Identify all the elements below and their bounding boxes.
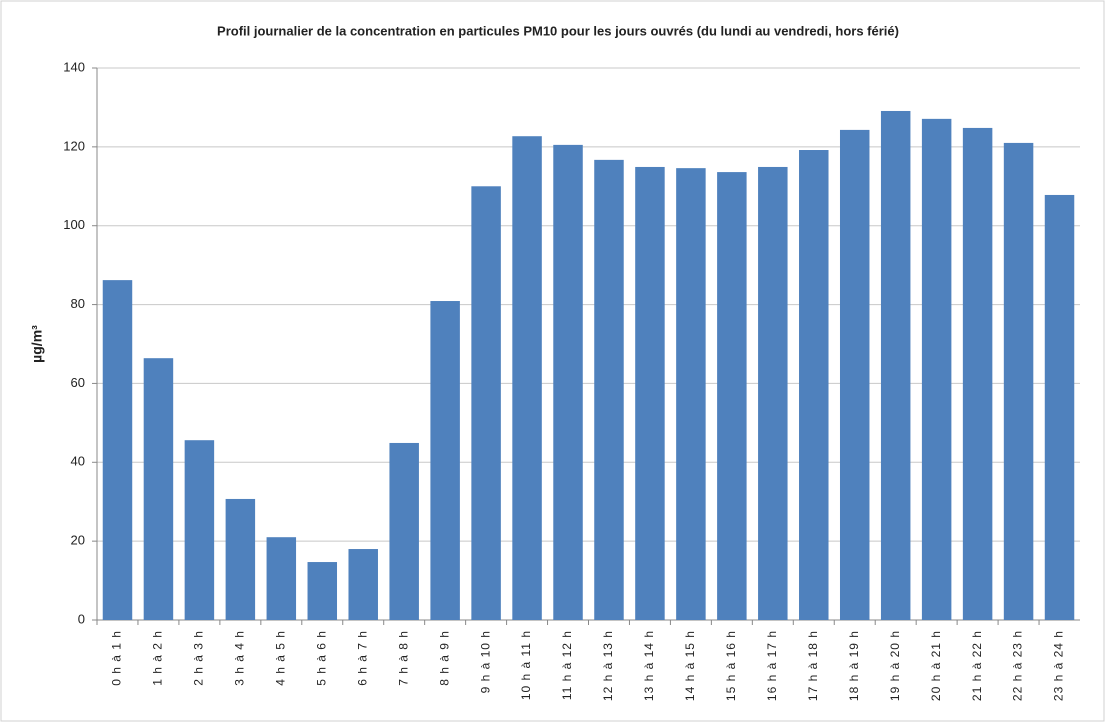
bar [266,537,297,620]
x-tick-label: 16 h à 17 h [765,630,779,701]
x-tick-label: 0 h à 1 h [110,630,124,686]
bar [225,498,256,620]
x-tick-label: 18 h à 19 h [847,630,861,701]
bar [676,168,706,621]
x-tick-label: 10 h à 11 h [519,630,533,700]
x-tick-label: 6 h à 7 h [355,630,369,686]
x-tick-label: 8 h à 9 h [437,630,451,686]
x-tick-label: 23 h à 24 h [1052,630,1066,701]
x-tick-label: 1 h à 2 h [151,630,165,686]
bar [102,280,133,620]
bar [1003,142,1034,620]
y-tick-label: 0 [78,611,85,626]
bar [635,166,665,621]
bar [799,150,829,621]
y-tick-label: 20 [71,533,85,548]
bar [962,127,993,620]
y-tick-label: 60 [71,375,85,390]
x-tick-label: 17 h à 18 h [806,630,820,701]
bar [184,440,215,620]
x-tick-label: 13 h à 14 h [642,630,656,701]
x-tick-label: 7 h à 8 h [396,630,410,686]
x-tick-label: 19 h à 20 h [888,630,902,701]
bar [348,549,378,620]
bar [1044,194,1075,620]
bar [717,172,747,620]
x-tick-label: 5 h à 6 h [314,630,328,686]
x-tick-label: 2 h à 3 h [192,630,206,686]
y-tick-label: 100 [63,217,85,232]
x-tick-label: 11 h à 12 h [560,630,574,700]
bar [553,144,583,620]
x-tick-label: 20 h à 21 h [929,630,943,701]
y-tick-label: 140 [63,59,85,74]
x-tick-label: 14 h à 15 h [683,630,697,701]
bar [594,159,624,620]
x-tick-label: 4 h à 5 h [273,630,287,686]
x-tick-label: 3 h à 4 h [233,630,247,686]
x-tick-label: 12 h à 13 h [601,630,615,701]
y-axis-label: µg/m³ [29,325,45,363]
y-tick-label: 40 [71,454,85,469]
bar [839,129,870,620]
x-tick-label: 9 h à 10 h [478,630,492,693]
bar [389,442,419,620]
bar [921,118,952,620]
y-tick-label: 80 [71,296,85,311]
bar [143,358,174,620]
bar [512,136,542,620]
bar [471,186,501,621]
bar [307,562,338,620]
x-tick-label: 22 h à 23 h [1011,630,1025,701]
y-tick-label: 120 [63,138,85,153]
x-tick-label: 15 h à 16 h [724,630,738,701]
x-tick-label: 21 h à 22 h [970,630,984,701]
bar [880,110,911,620]
bar [758,166,788,621]
bar [430,301,460,620]
chart-title: Profil journalier de la concentration en… [217,23,899,38]
